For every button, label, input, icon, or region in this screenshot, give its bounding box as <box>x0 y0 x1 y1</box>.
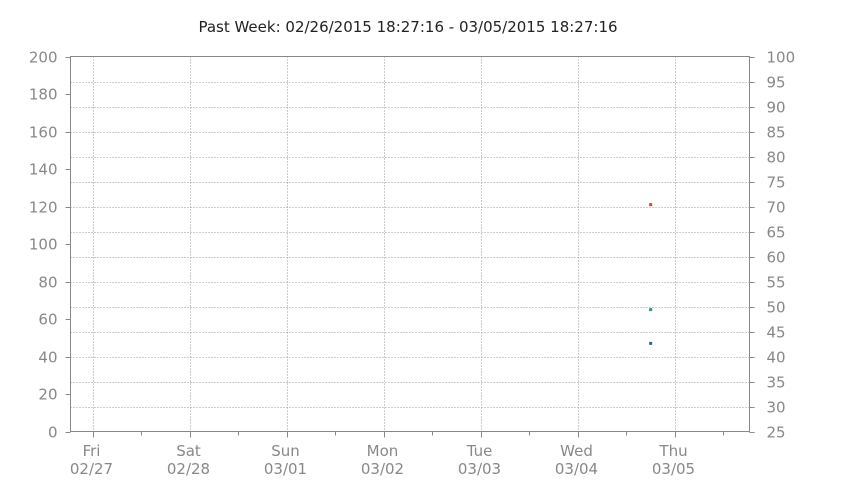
y-right-tick-label: 35 <box>767 374 786 392</box>
data-point <box>649 203 653 207</box>
grid <box>70 56 750 432</box>
chart-title: Past Week: 02/26/2015 18:27:16 - 03/05/2… <box>198 18 617 36</box>
y-right-tick-label: 55 <box>767 274 786 292</box>
y-right-tick-label: 85 <box>767 124 786 142</box>
x-tick-label-day: Wed <box>560 442 593 460</box>
y-left-tick-label: 180 <box>29 86 58 104</box>
y-right-tick-label: 30 <box>767 399 786 417</box>
plot-frame <box>70 56 750 432</box>
y-right-tick-label: 80 <box>767 149 786 167</box>
y-left-tick-label: 0 <box>48 424 58 442</box>
y-right-tick-label: 100 <box>767 49 796 67</box>
x-tick-label-date: 03/02 <box>361 460 404 478</box>
x-tick-label-date: 03/04 <box>555 460 598 478</box>
y-left-tick-label: 20 <box>38 386 57 404</box>
axis-ticks <box>65 57 755 438</box>
x-tick-label-day: Mon <box>367 442 399 460</box>
y-left-tick-label: 40 <box>38 349 57 367</box>
data-point <box>649 341 653 345</box>
y-right-tick-label: 40 <box>767 349 786 367</box>
data-points <box>649 203 653 345</box>
x-tick-label-day: Sat <box>176 442 201 460</box>
x-tick-label-day: Thu <box>658 442 687 460</box>
y-left-tick-label: 160 <box>29 124 58 142</box>
y-right-tick-label: 75 <box>767 174 786 192</box>
x-tick-label-date: 02/27 <box>70 460 113 478</box>
y-right-tick-label: 45 <box>767 324 786 342</box>
axis-labels: 25 30 35 40 45 50 55 60 65 70 75 80 85 90 95 100 0 20 40 60… <box>29 49 795 479</box>
y-left-tick-label: 140 <box>29 161 58 179</box>
x-tick-label-day: Sun <box>271 442 300 460</box>
y-right-tick-label: 65 <box>767 224 786 242</box>
y-right-tick-label: 95 <box>767 74 786 92</box>
y-right-tick-label: 90 <box>767 99 786 117</box>
y-left-tick-label: 100 <box>29 236 58 254</box>
x-tick-label-date: 02/28 <box>167 460 210 478</box>
data-point <box>649 308 653 312</box>
x-tick-label-date: 03/05 <box>652 460 695 478</box>
y-left-tick-label: 60 <box>38 311 57 329</box>
y-left-tick-label: 120 <box>29 199 58 217</box>
y-left-tick-label: 80 <box>38 274 57 292</box>
y-right-tick-label: 25 <box>767 424 786 442</box>
x-tick-label-date: 03/01 <box>264 460 307 478</box>
y-left-tick-label: 200 <box>29 49 58 67</box>
x-tick-label-date: 03/03 <box>458 460 501 478</box>
x-tick-label-day: Tue <box>466 442 493 460</box>
x-tick-label-day: Fri <box>83 442 101 460</box>
y-right-tick-label: 70 <box>767 199 786 217</box>
y-right-tick-label: 60 <box>767 249 786 267</box>
y-right-tick-label: 50 <box>767 299 786 317</box>
